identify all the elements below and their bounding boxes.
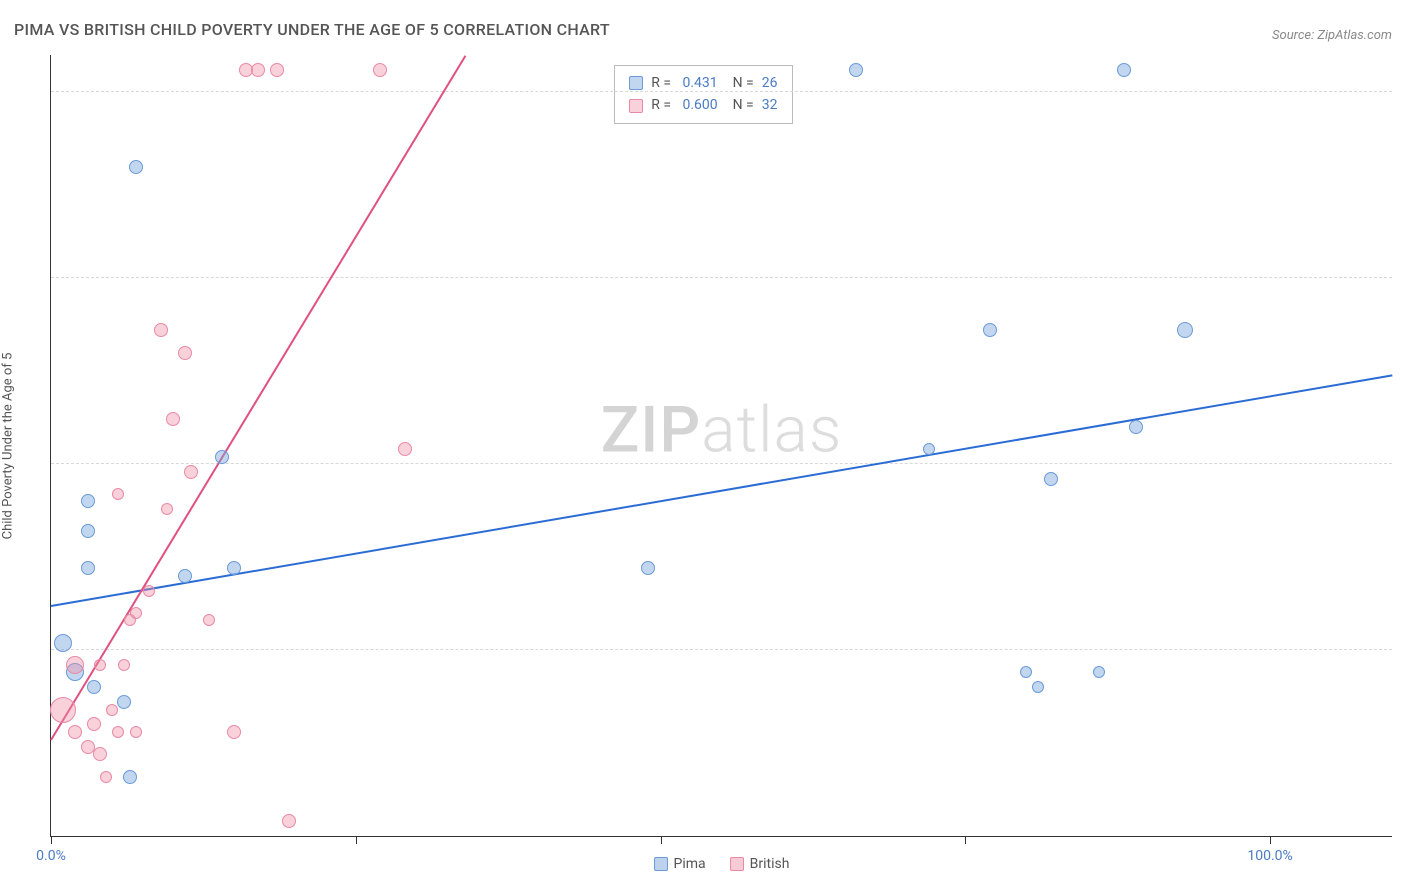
scatter-point-british — [106, 704, 118, 716]
scatter-point-british — [166, 412, 180, 426]
scatter-point-british — [130, 607, 142, 619]
y-axis-label: Child Poverty Under the Age of 5 — [1, 353, 16, 540]
scatter-point-pima — [129, 160, 143, 174]
scatter-point-pima — [178, 569, 192, 583]
scatter-point-british — [118, 659, 130, 671]
source-attribution: Source: ZipAtlas.com — [1272, 28, 1392, 43]
scatter-point-pima — [1032, 681, 1044, 693]
watermark-zip: ZIP — [601, 392, 702, 467]
watermark: ZIPatlas — [601, 392, 843, 467]
ytick-label: 100.0% — [1402, 68, 1406, 84]
scatter-point-british — [112, 726, 124, 738]
scatter-point-british — [112, 488, 124, 500]
legend-bottom: Pima British — [654, 856, 790, 872]
scatter-point-pima — [983, 323, 997, 337]
scatter-point-british — [94, 659, 106, 671]
scatter-point-british — [373, 63, 387, 77]
ytick-label: 25.0% — [1402, 626, 1406, 642]
scatter-point-pima — [641, 561, 655, 575]
scatter-point-british — [227, 725, 241, 739]
scatter-point-british — [143, 585, 155, 597]
xtick — [661, 836, 662, 844]
scatter-point-pima — [123, 770, 137, 784]
gridline — [51, 463, 1392, 464]
british-n-value: 32 — [762, 94, 778, 116]
scatter-point-british — [93, 747, 107, 761]
gridline — [51, 649, 1392, 650]
pima-swatch — [629, 76, 643, 90]
xtick — [1270, 836, 1271, 844]
scatter-point-pima — [227, 561, 241, 575]
stats-row-british: R = 0.600 N = 32 — [629, 94, 777, 116]
plot-area: ZIPatlas R = 0.431 N = 26 R = 0.600 N = … — [50, 55, 1392, 837]
scatter-point-british — [203, 614, 215, 626]
scatter-point-british — [154, 323, 168, 337]
regression-line-british — [50, 55, 466, 740]
scatter-point-british — [66, 656, 84, 674]
legend-item-pima: Pima — [654, 856, 706, 872]
xtick-label: 100.0% — [1247, 848, 1292, 864]
ytick-label: 75.0% — [1402, 254, 1406, 270]
scatter-point-pima — [923, 443, 935, 455]
scatter-point-pima — [117, 695, 131, 709]
scatter-point-british — [87, 717, 101, 731]
legend-item-british: British — [730, 856, 790, 872]
scatter-point-pima — [1177, 322, 1193, 338]
scatter-point-british — [270, 63, 284, 77]
gridline — [51, 277, 1392, 278]
scatter-point-pima — [849, 63, 863, 77]
scatter-point-british — [398, 442, 412, 456]
british-legend-swatch — [730, 857, 744, 871]
xtick — [965, 836, 966, 844]
stats-legend-box: R = 0.431 N = 26 R = 0.600 N = 32 — [614, 65, 792, 124]
xtick-label: 0.0% — [36, 848, 66, 864]
british-legend-label: British — [750, 856, 790, 872]
british-swatch — [629, 99, 643, 113]
scatter-point-pima — [81, 494, 95, 508]
scatter-point-pima — [87, 680, 101, 694]
british-r-value: 0.600 — [682, 94, 717, 116]
scatter-point-pima — [1044, 472, 1058, 486]
scatter-point-british — [184, 465, 198, 479]
xtick — [51, 836, 52, 844]
chart-container: PIMA VS BRITISH CHILD POVERTY UNDER THE … — [0, 0, 1406, 892]
scatter-point-pima — [81, 561, 95, 575]
ytick-label: 50.0% — [1402, 440, 1406, 456]
r-label: R = — [651, 94, 674, 116]
scatter-point-pima — [1117, 63, 1131, 77]
scatter-point-british — [130, 726, 142, 738]
scatter-point-pima — [215, 450, 229, 464]
scatter-point-pima — [1129, 420, 1143, 434]
watermark-atlas: atlas — [701, 392, 842, 467]
scatter-point-pima — [1093, 666, 1105, 678]
scatter-point-british — [282, 814, 296, 828]
pima-legend-label: Pima — [674, 856, 706, 872]
scatter-point-pima — [54, 634, 72, 652]
scatter-point-british — [100, 771, 112, 783]
n-label: N = — [726, 94, 754, 116]
scatter-point-british — [68, 725, 82, 739]
scatter-point-british — [161, 503, 173, 515]
scatter-point-pima — [81, 524, 95, 538]
pima-legend-swatch — [654, 857, 668, 871]
gridline — [51, 91, 1392, 92]
scatter-point-british — [251, 63, 265, 77]
xtick — [356, 836, 357, 844]
chart-title: PIMA VS BRITISH CHILD POVERTY UNDER THE … — [14, 20, 610, 39]
scatter-point-pima — [1020, 666, 1032, 678]
scatter-point-british — [50, 697, 76, 723]
scatter-point-british — [178, 346, 192, 360]
